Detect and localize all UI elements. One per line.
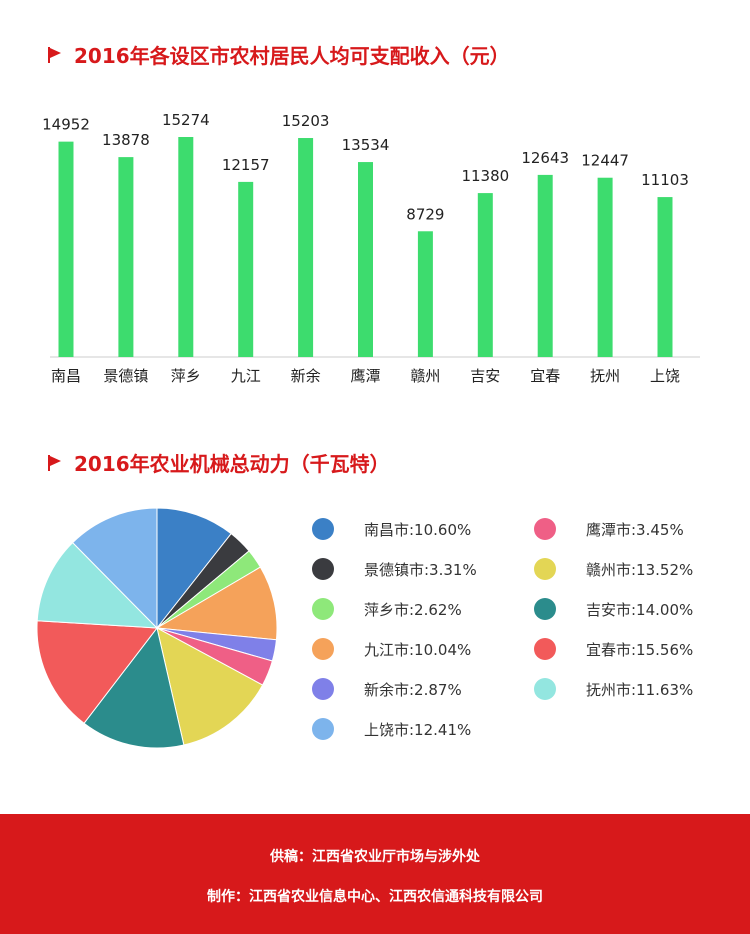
bar-value-label: 14952 bbox=[42, 116, 90, 134]
x-tick-label: 萍乡 bbox=[171, 367, 201, 385]
legend-label: 新余市:2.87% bbox=[364, 680, 462, 699]
pie-slice bbox=[71, 507, 158, 630]
legend-swatch bbox=[534, 558, 556, 580]
legend-item: 新余市:2.87% bbox=[312, 678, 462, 700]
pie-slice bbox=[36, 541, 159, 629]
footer-banner: 供稿：江西省农业厅市场与涉外处 制作：江西省农业信息中心、江西农信通科技有限公司 bbox=[0, 814, 750, 934]
legend-item: 赣州市:13.52% bbox=[534, 558, 693, 580]
legend-label: 上饶市:12.41% bbox=[364, 720, 472, 739]
bar-value-label: 12643 bbox=[521, 149, 569, 167]
bar bbox=[358, 162, 373, 357]
bar-value-label: 12447 bbox=[581, 152, 629, 170]
x-tick-label: 赣州 bbox=[410, 367, 440, 385]
legend-swatch bbox=[312, 718, 334, 740]
legend-label: 鹰潭市:3.45% bbox=[586, 520, 684, 539]
pie-slice bbox=[36, 620, 158, 724]
bar-value-label: 13878 bbox=[102, 131, 150, 149]
legend-swatch bbox=[534, 598, 556, 620]
legend-label: 九江市:10.04% bbox=[364, 640, 472, 659]
x-tick-label: 上饶 bbox=[650, 367, 680, 385]
machinery-pie-chart bbox=[36, 507, 278, 749]
legend-item: 景德镇市:3.31% bbox=[312, 558, 477, 580]
footer-contributor: 供稿：江西省农业厅市场与涉外处 bbox=[270, 849, 480, 865]
bar-value-label: 13534 bbox=[342, 136, 390, 154]
x-tick-label: 宜春 bbox=[530, 367, 560, 385]
flag-icon bbox=[48, 46, 62, 63]
legend-swatch bbox=[534, 518, 556, 540]
legend-swatch bbox=[534, 678, 556, 700]
legend-swatch bbox=[312, 638, 334, 660]
bar-value-label: 8729 bbox=[406, 205, 444, 223]
legend-label: 萍乡市:2.62% bbox=[364, 600, 462, 619]
bar-value-label: 12157 bbox=[222, 156, 270, 174]
pie-chart-title-text: 2016年农业机械总动力（千瓦特） bbox=[74, 452, 390, 476]
bar bbox=[537, 174, 553, 357]
bar-value-label: 15203 bbox=[282, 112, 330, 130]
bar-value-label: 11380 bbox=[461, 167, 509, 185]
bar-chart-title: 2016年各设区市农村居民人均可支配收入（元） bbox=[48, 40, 510, 69]
bar-chart-title-text: 2016年各设区市农村居民人均可支配收入（元） bbox=[74, 44, 510, 68]
x-tick-label: 景德镇 bbox=[103, 367, 148, 385]
bar bbox=[657, 197, 673, 357]
legend-item: 吉安市:14.00% bbox=[534, 598, 693, 620]
legend-item: 南昌市:10.60% bbox=[312, 518, 471, 540]
legend-swatch bbox=[312, 598, 334, 620]
legend-label: 抚州市:11.63% bbox=[586, 680, 694, 699]
legend-item: 抚州市:11.63% bbox=[534, 678, 693, 700]
bar bbox=[477, 193, 493, 357]
legend-swatch bbox=[534, 638, 556, 660]
bar bbox=[118, 157, 134, 357]
flag-icon bbox=[48, 454, 62, 471]
pie-slice bbox=[156, 507, 232, 630]
x-tick-label: 新余 bbox=[291, 367, 321, 385]
x-tick-label: 九江 bbox=[231, 367, 261, 385]
pie-chart-title: 2016年农业机械总动力（千瓦特） bbox=[48, 448, 390, 477]
x-tick-label: 南昌 bbox=[51, 367, 81, 385]
legend-swatch bbox=[312, 518, 334, 540]
legend-label: 吉安市:14.00% bbox=[586, 600, 694, 619]
bar bbox=[58, 141, 74, 357]
legend-item: 九江市:10.04% bbox=[312, 638, 471, 660]
legend-label: 景德镇市:3.31% bbox=[364, 560, 477, 579]
x-tick-label: 抚州 bbox=[590, 367, 620, 385]
legend-item: 宜春市:15.56% bbox=[534, 638, 693, 660]
legend-item: 萍乡市:2.62% bbox=[312, 598, 462, 620]
bar bbox=[178, 137, 194, 357]
bar bbox=[298, 138, 314, 357]
pie-slice bbox=[83, 626, 185, 749]
x-tick-label: 吉安 bbox=[470, 367, 500, 385]
income-bar-chart: 14952 南昌 13878 景德镇 15274 萍乡 12157 九江 15203 新余 1353… bbox=[42, 111, 700, 385]
bar-value-label: 15274 bbox=[162, 111, 210, 129]
footer-producer: 制作：江西省农业信息中心、江西农信通科技有限公司 bbox=[207, 889, 543, 905]
pie-slice bbox=[155, 566, 278, 641]
bar bbox=[597, 177, 613, 357]
bar-value-label: 11103 bbox=[641, 171, 689, 189]
legend-item: 鹰潭市:3.45% bbox=[534, 518, 684, 540]
bar bbox=[238, 181, 254, 357]
pie-slice bbox=[156, 627, 264, 746]
x-tick-label: 鹰潭 bbox=[350, 367, 380, 385]
legend-item: 上饶市:12.41% bbox=[312, 718, 471, 740]
bar bbox=[417, 231, 433, 357]
legend-swatch bbox=[312, 678, 334, 700]
legend-label: 赣州市:13.52% bbox=[586, 560, 694, 579]
legend-label: 宜春市:15.56% bbox=[586, 640, 694, 659]
legend-label: 南昌市:10.60% bbox=[364, 520, 472, 539]
legend-swatch bbox=[312, 558, 334, 580]
